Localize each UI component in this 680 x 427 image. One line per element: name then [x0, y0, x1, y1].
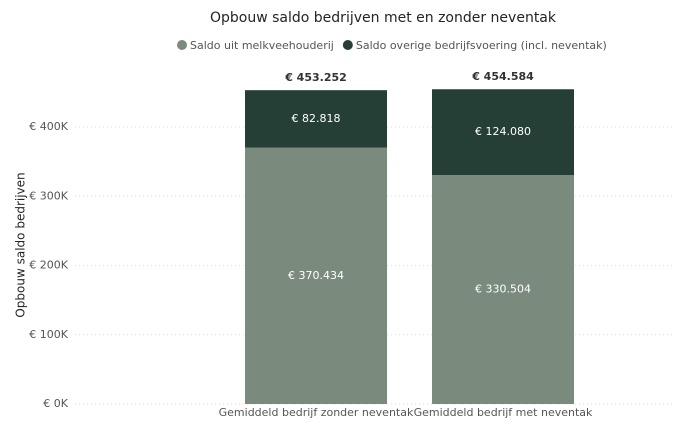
data-label: € 124.080: [475, 125, 531, 138]
bar-segment: [432, 175, 574, 404]
total-label: € 453.252: [284, 71, 347, 84]
x-tick-label: Gemiddeld bedrijf zonder neventak: [219, 406, 414, 419]
y-axis-title: Opbouw saldo bedrijven: [14, 172, 28, 317]
total-label: € 454.584: [471, 70, 534, 83]
bar-segment: [245, 90, 387, 148]
y-tick-label: € 400K: [29, 120, 68, 133]
data-label: € 330.504: [475, 283, 531, 296]
legend-label: Saldo uit melkveehouderij: [190, 39, 334, 52]
y-tick-label: € 200K: [29, 259, 68, 272]
y-tick-label: € 100K: [29, 328, 68, 341]
y-tick-label: € 0K: [43, 397, 68, 410]
data-label: € 370.434: [288, 269, 344, 282]
y-tick-label: € 300K: [29, 189, 68, 202]
legend-swatch: [342, 40, 353, 50]
chart-title: Opbouw saldo bedrijven met en zonder nev…: [210, 10, 557, 26]
bar-segment: [432, 89, 574, 176]
bar-segment: [245, 147, 387, 405]
legend-swatch: [177, 40, 187, 50]
data-label: € 82.818: [292, 112, 341, 125]
x-tick-label: Gemiddeld bedrijf met neventak: [414, 406, 593, 419]
legend-label: Saldo overige bedrijfsvoering (incl. nev…: [356, 39, 607, 52]
